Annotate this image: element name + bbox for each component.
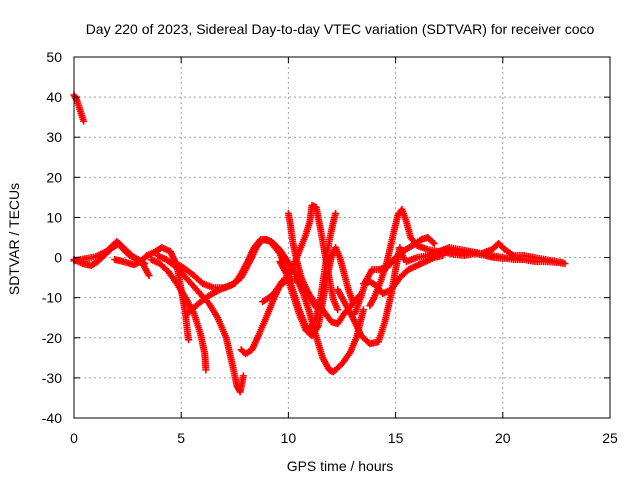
data-point: [332, 209, 340, 217]
series-arc-8: [184, 236, 320, 318]
x-axis-label: GPS time / hours: [287, 458, 394, 474]
y-axis-label: SDTVAR / TECUs: [6, 183, 22, 295]
series-arc-6: [154, 252, 247, 396]
data-point: [359, 306, 367, 314]
y-tick-label: -20: [42, 330, 62, 346]
y-tick-label: 20: [46, 169, 62, 185]
y-tick-label: 0: [54, 250, 62, 266]
data-point: [80, 117, 88, 125]
y-tick-label: -40: [42, 410, 62, 426]
x-tick-label: 5: [177, 430, 185, 446]
series-arc-5: [147, 256, 210, 374]
data-point: [430, 240, 438, 248]
x-tick-label: 20: [495, 430, 511, 446]
x-tick-label: 15: [388, 430, 404, 446]
data-point: [145, 272, 153, 280]
data-point: [334, 306, 342, 314]
tick-labels: 0 5 10 15 20 25 -40 -30 -20 -10 0 10 20 30 40 50: [42, 49, 618, 446]
y-tick-label: 10: [46, 209, 62, 225]
x-tick-label: 0: [70, 430, 78, 446]
data-point: [429, 238, 437, 246]
x-tick-label: 25: [602, 430, 618, 446]
chart-title: Day 220 of 2023, Sidereal Day-to-day VTE…: [86, 21, 595, 37]
series-arc-19: [439, 248, 528, 264]
x-tick-label: 10: [281, 430, 297, 446]
data-point: [520, 256, 528, 264]
y-tick-label: 40: [46, 89, 62, 105]
data-point: [561, 260, 569, 268]
data-point: [202, 366, 210, 374]
series-arc-12: [276, 244, 357, 340]
y-tick-label: -30: [42, 370, 62, 386]
y-tick-label: -10: [42, 290, 62, 306]
y-tick-label: 30: [46, 129, 62, 145]
data-point: [185, 336, 193, 344]
ticks: [73, 56, 611, 419]
y-tick-label: 50: [46, 49, 62, 65]
series-arc-16: [359, 252, 447, 298]
data-point: [239, 372, 247, 380]
plot-frame: [73, 56, 611, 419]
